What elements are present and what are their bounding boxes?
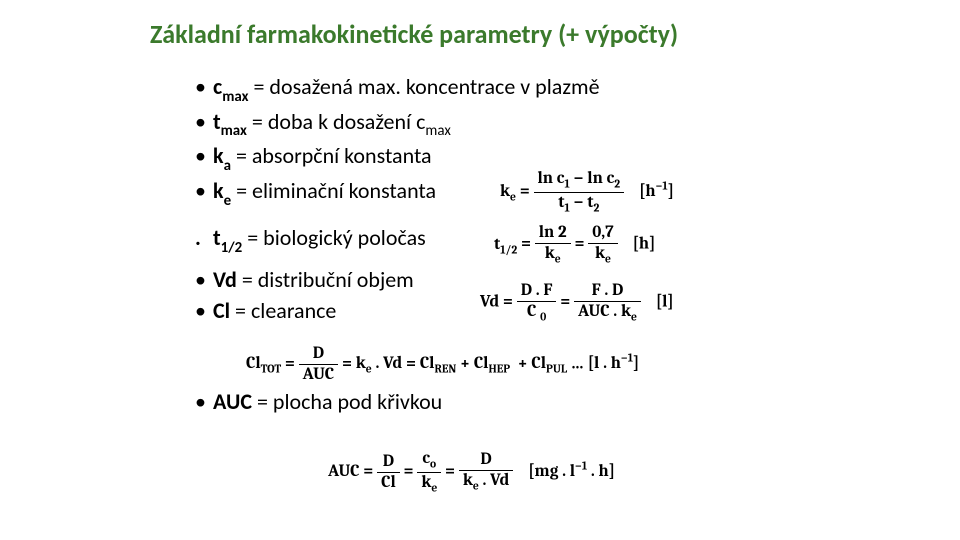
list-item: • cmax = dosažená max. koncentrace v pla… <box>195 72 915 106</box>
formula-auc: AUC = D Cl = co ke = D ke . Vd [mg . l−1… <box>328 450 615 494</box>
item-text: Cl = clearance <box>213 296 336 326</box>
item-text: ke = eliminační konstanta <box>213 176 436 210</box>
bullet-dot: • <box>195 265 213 295</box>
bullet-dot: • <box>195 176 213 206</box>
formula-t-half: t1/2 = ln 2 ke = 0,7 ke [h] <box>494 224 655 265</box>
bullet-dot: • <box>195 387 213 417</box>
formula-vd: Vd = D . F C 0 = F . D AUC . ke [l] <box>480 282 674 323</box>
item-text: cmax = dosažená max. koncentrace v plazm… <box>213 72 600 106</box>
bullet-dot: • <box>195 72 213 102</box>
item-text: t1/2 = biologický poločas <box>213 223 426 257</box>
page-title: Základní farmakokinetické parametry (+ v… <box>150 18 678 50</box>
bullet-dot: . <box>195 223 213 253</box>
item-text: AUC = plocha pod křivkou <box>213 387 442 417</box>
item-text: tmax = doba k dosažení cmax <box>213 107 451 141</box>
item-text: ka = absorpční konstanta <box>213 141 432 175</box>
formula-clearance: ClTOT = D AUC = ke . Vd = ClREN + ClHEP … <box>246 345 639 384</box>
list-item: • tmax = doba k dosažení cmax <box>195 107 915 141</box>
bullet-dot: • <box>195 141 213 171</box>
item-text: Vd = distribuční objem <box>213 265 414 295</box>
bullet-dot: • <box>195 107 213 137</box>
formula-ke: ke = ln c1 − ln c2 t1 − t2 [h−1] <box>500 170 674 214</box>
bullet-dot: • <box>195 296 213 326</box>
list-item: • AUC = plocha pod křivkou <box>195 387 915 417</box>
